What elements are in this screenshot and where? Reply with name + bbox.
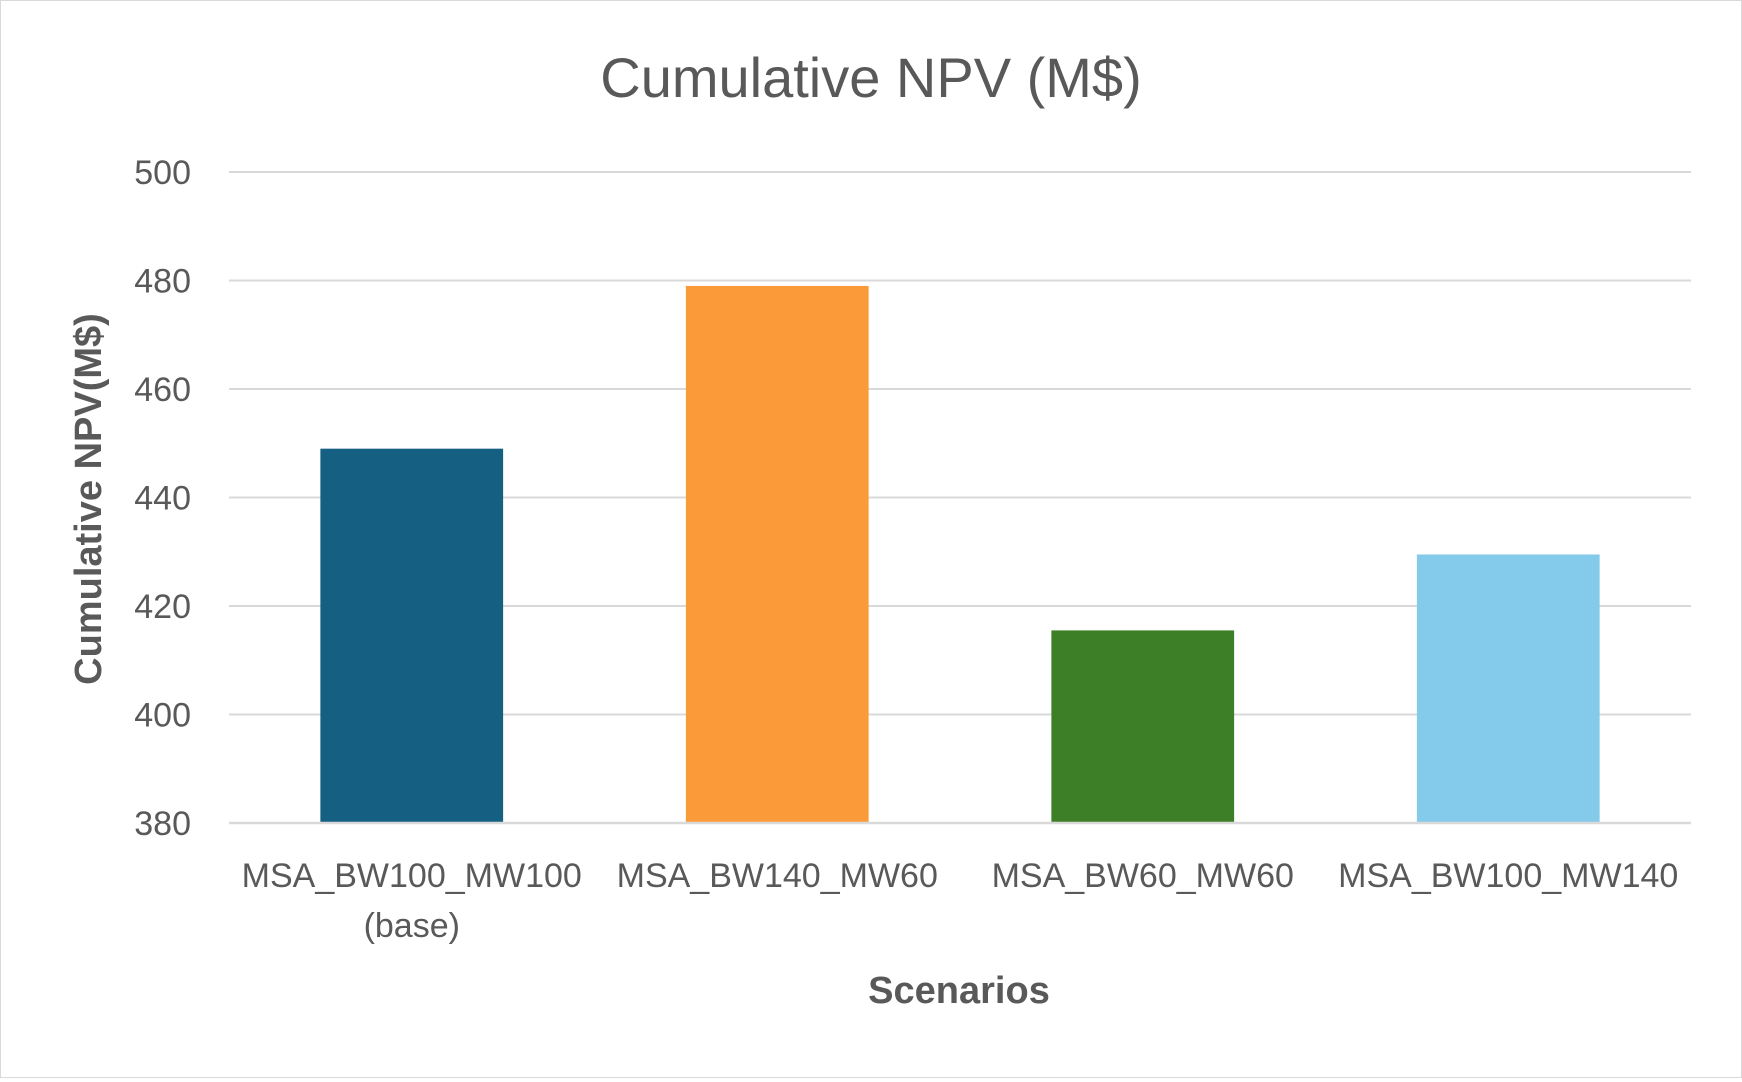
x-category-label: MSA_BW60_MW60 <box>992 857 1294 895</box>
y-tick-label: 420 <box>134 588 191 626</box>
y-tick-label: 480 <box>134 263 191 301</box>
y-tick-label: 440 <box>134 480 191 518</box>
y-tick-label: 380 <box>134 805 191 843</box>
chart-title: Cumulative NPV (M$) <box>600 46 1141 109</box>
bars <box>320 285 1600 823</box>
bar-2 <box>685 285 869 823</box>
bar-4 <box>1416 554 1600 823</box>
y-tick-label: 500 <box>134 154 191 192</box>
y-axis-title: Cumulative NPV(M$) <box>68 313 110 685</box>
y-axis-ticks: 380 400 420 440 460 480 500 <box>134 154 191 843</box>
bar-3 <box>1051 630 1235 823</box>
x-axis-title: Scenarios <box>868 970 1050 1012</box>
x-axis-category-labels: MSA_BW100_MW100 (base) MSA_BW140_MW60 MSA_B… <box>242 857 1679 945</box>
x-category-label: MSA_BW140_MW60 <box>617 857 938 895</box>
y-tick-label: 400 <box>134 697 191 735</box>
x-category-label: MSA_BW100_MW140 <box>1338 857 1678 895</box>
x-category-label: MSA_BW100_MW100 (base) <box>242 857 582 945</box>
y-tick-label: 460 <box>134 371 191 409</box>
bar-1 <box>320 448 504 823</box>
